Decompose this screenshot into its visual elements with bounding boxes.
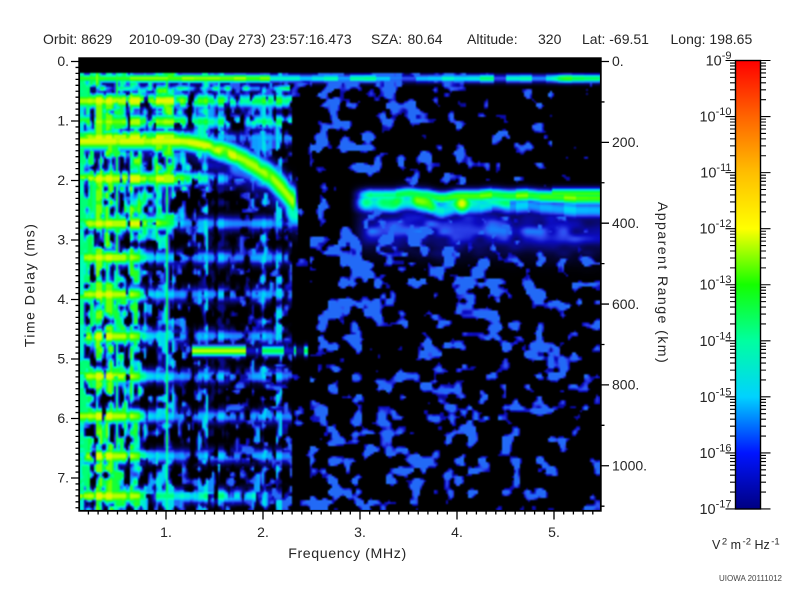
svg-text:7.: 7.: [57, 470, 69, 486]
svg-text:Lat: -69.51: Lat: -69.51: [582, 31, 649, 47]
svg-text:80.64: 80.64: [408, 31, 443, 47]
svg-text:2010-09-30 (Day 273) 23:57:16.: 2010-09-30 (Day 273) 23:57:16.473: [129, 31, 352, 47]
svg-text:1.: 1.: [160, 524, 172, 540]
svg-text:1.: 1.: [57, 113, 69, 129]
svg-text:4.: 4.: [451, 524, 463, 540]
svg-text:10-14: 10-14: [699, 330, 731, 350]
svg-text:3.: 3.: [57, 232, 69, 248]
svg-text:Altitude:: Altitude:: [467, 31, 518, 47]
svg-text:0.: 0.: [612, 53, 624, 69]
svg-text:V2 m-2 Hz-1: V2 m -2 Hz -1: [712, 537, 780, 553]
svg-text:0.: 0.: [57, 53, 69, 69]
svg-text:SZA:: SZA:: [371, 31, 402, 47]
svg-text:10-17: 10-17: [699, 498, 731, 518]
svg-text:4.: 4.: [57, 291, 69, 307]
svg-text:10-10: 10-10: [699, 106, 731, 126]
svg-text:5.: 5.: [548, 524, 560, 540]
svg-text:320: 320: [538, 31, 562, 47]
svg-text:1000.: 1000.: [612, 457, 647, 473]
svg-text:200.: 200.: [612, 134, 639, 150]
svg-text:6.: 6.: [57, 410, 69, 426]
svg-text:2.: 2.: [57, 172, 69, 188]
svg-text:600.: 600.: [612, 296, 639, 312]
svg-text:Long: 198.65: Long: 198.65: [671, 31, 753, 47]
svg-text:Orbit: 8629: Orbit: 8629: [43, 31, 112, 47]
svg-text:10-11: 10-11: [700, 162, 731, 182]
svg-text:10-12: 10-12: [699, 218, 731, 238]
svg-text:10-9: 10-9: [706, 50, 732, 70]
svg-text:10-15: 10-15: [699, 386, 731, 406]
svg-text:10-16: 10-16: [699, 442, 731, 462]
svg-text:2.: 2.: [257, 524, 269, 540]
svg-text:3.: 3.: [354, 524, 366, 540]
svg-text:Frequency (MHz): Frequency (MHz): [288, 546, 407, 562]
svg-text:5.: 5.: [57, 351, 69, 367]
svg-text:400.: 400.: [612, 215, 639, 231]
svg-text:Apparent Range (km): Apparent Range (km): [654, 202, 670, 364]
svg-text:10-13: 10-13: [699, 274, 731, 294]
svg-text:UIOWA 20111012: UIOWA 20111012: [719, 574, 783, 583]
svg-text:800.: 800.: [612, 377, 639, 393]
svg-text:Time Delay (ms): Time Delay (ms): [23, 223, 39, 348]
